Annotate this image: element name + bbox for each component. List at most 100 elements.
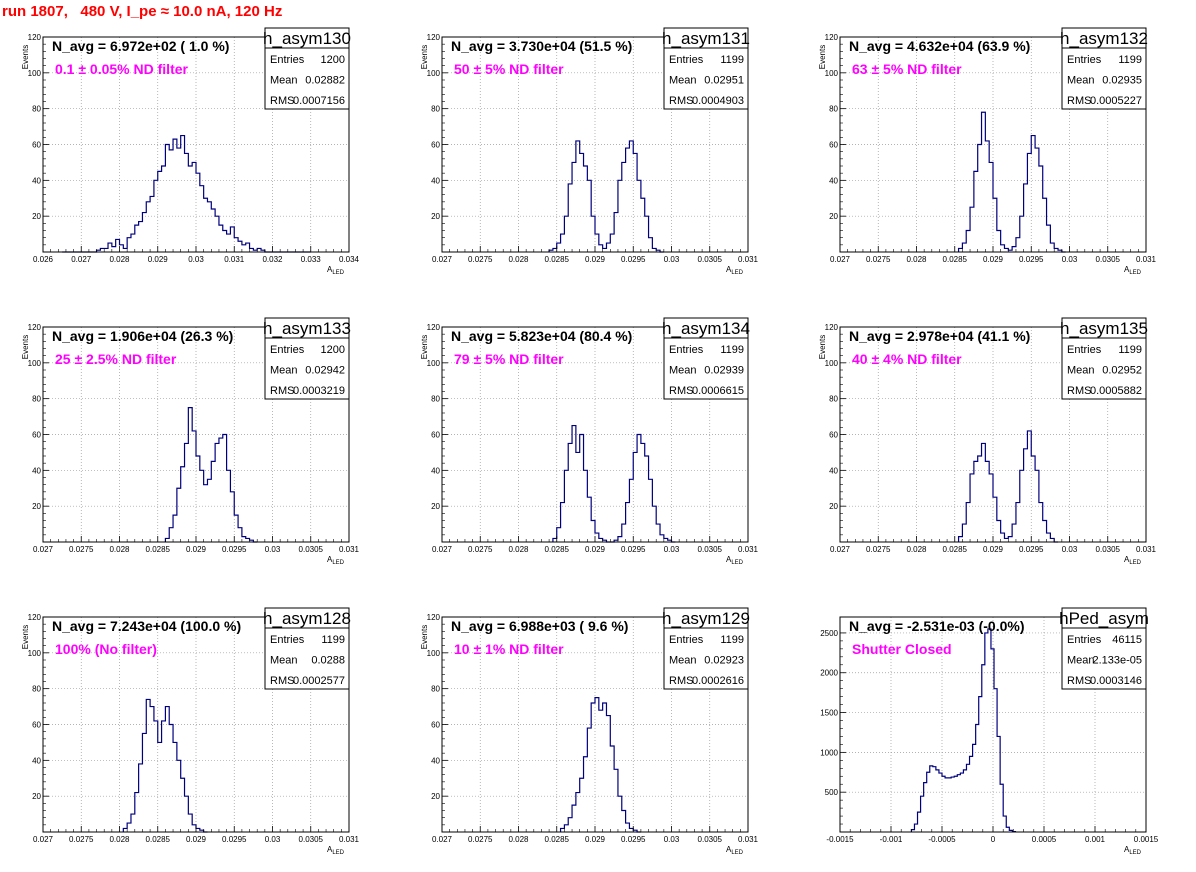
y-tick-label: 100: [825, 359, 839, 368]
stats-key: Mean: [669, 655, 697, 667]
stats-box: [264, 27, 350, 110]
x-tick-label: 0.027: [33, 835, 54, 844]
stats-value: 0.0003219: [293, 385, 345, 397]
x-tick-label: 0.033: [301, 255, 322, 264]
stats-key: Entries: [270, 54, 305, 66]
y-tick-label: 100: [28, 649, 42, 658]
x-tick-label: 0.026: [33, 255, 54, 264]
x-tick-label: 0.03: [664, 835, 680, 844]
y-tick-label: 60: [431, 431, 440, 440]
y-tick-label: 120: [28, 613, 42, 622]
stats-value: 0.0288: [311, 655, 345, 667]
y-tick-label: 60: [431, 141, 440, 150]
filter-label: 0.1 ± 0.05% ND filter: [55, 61, 189, 77]
histogram-panel-h_asym135: 0.027 0.0275 0.028 0.0285 0.029 0.0295 0.03 0.0…: [818, 317, 1157, 566]
y-tick-label: 60: [32, 431, 41, 440]
n-avg-label: N_avg = 5.823e+04 (80.4 %): [451, 328, 632, 344]
stats-key: Mean: [1067, 75, 1095, 87]
stats-histogram-name: h_asym132: [1060, 29, 1148, 48]
page-title: run 1807, 480 V, I_pe ≈ 10.0 nA, 120 Hz: [2, 3, 283, 20]
stats-key: RMS: [669, 95, 693, 107]
y-tick-label: 100: [28, 359, 42, 368]
stats-value: 0.0005227: [1090, 95, 1142, 107]
y-tick-label: 80: [32, 685, 41, 694]
stats-key: RMS: [270, 385, 294, 397]
y-tick-label: 100: [825, 69, 839, 78]
filter-label: 79 ± 5% ND filter: [454, 351, 564, 367]
x-axis-label: ALED: [1124, 845, 1142, 856]
histogram-panel-h_asym133: 0.027 0.0275 0.028 0.0285 0.029 0.0295 0.03 0.0…: [21, 317, 360, 566]
y-tick-label: 80: [32, 105, 41, 114]
x-tick-label: 0.0275: [468, 255, 493, 264]
x-axis-label: ALED: [327, 265, 345, 276]
stats-key: Entries: [669, 344, 704, 356]
y-tick-label: 40: [431, 756, 440, 765]
filter-label: 100% (No filter): [55, 641, 157, 657]
stats-histogram-name: hPed_asym: [1059, 609, 1149, 628]
histogram-line: [122, 698, 208, 833]
stats-value: 0.02939: [704, 365, 744, 377]
stats-key: Entries: [1067, 54, 1102, 66]
histogram-line: [957, 430, 1059, 543]
y-tick-label: 20: [431, 212, 440, 221]
y-tick-label: 20: [431, 792, 440, 801]
x-tick-label: 0.031: [738, 545, 759, 554]
y-axis-label: Events: [420, 335, 429, 359]
filter-label: 50 ± 5% ND filter: [454, 61, 564, 77]
stats-key: RMS: [1067, 95, 1091, 107]
y-tick-label: 40: [32, 756, 41, 765]
histogram-panel-h_asym128: 0.027 0.0275 0.028 0.0285 0.029 0.0295 0.03 0.0…: [21, 607, 360, 856]
stats-histogram-name: h_asym135: [1060, 319, 1148, 338]
x-tick-label: 0.031: [1136, 545, 1157, 554]
stats-box: [663, 317, 749, 400]
n-avg-label: N_avg = 4.632e+04 (63.9 %): [849, 38, 1030, 54]
y-tick-label: 100: [28, 69, 42, 78]
histogram-panel-h_asym134: 0.027 0.0275 0.028 0.0285 0.029 0.0295 0.03 0.0…: [420, 317, 759, 566]
histogram-panel-hPed_asym: -0.0015 -0.001 -0.0005 0 0.0005 0.001 0.0015 50…: [820, 607, 1159, 856]
stats-value: 0.0004903: [692, 95, 744, 107]
x-tick-label: 0.0275: [69, 835, 94, 844]
x-axis-label: ALED: [726, 555, 744, 566]
x-tick-label: 0.028: [508, 545, 529, 554]
n-avg-label: N_avg = 6.988e+03 ( 9.6 %): [451, 618, 628, 634]
x-tick-label: 0.031: [339, 835, 360, 844]
x-axis-label: ALED: [327, 845, 345, 856]
y-tick-label: 80: [431, 395, 440, 404]
x-tick-label: 0.028: [109, 255, 130, 264]
x-tick-label: 0.0305: [698, 835, 723, 844]
x-tick-label: 0.029: [983, 255, 1004, 264]
x-tick-label: 0.029: [186, 545, 207, 554]
stats-value: 0.02942: [305, 365, 345, 377]
x-tick-label: 0.028: [508, 835, 529, 844]
y-tick-label: 120: [825, 323, 839, 332]
stats-key: Mean: [669, 75, 697, 87]
x-tick-label: 0: [991, 835, 996, 844]
y-tick-label: 120: [427, 613, 441, 622]
x-tick-label: 0.0285: [146, 545, 171, 554]
histogram-line: [957, 111, 1066, 253]
stats-key: Entries: [1067, 344, 1102, 356]
stats-value: 1200: [321, 54, 345, 66]
stats-key: RMS: [270, 675, 294, 687]
y-tick-label: 20: [32, 792, 41, 801]
x-tick-label: 0.0295: [222, 545, 247, 554]
y-tick-label: 80: [829, 395, 838, 404]
x-tick-label: 0.027: [830, 545, 851, 554]
x-tick-label: 0.034: [339, 255, 360, 264]
histogram-panel-h_asym129: 0.027 0.0275 0.028 0.0285 0.029 0.0295 0.03 0.0…: [420, 607, 759, 856]
x-tick-label: 0.031: [738, 835, 759, 844]
filter-label: 40 ± 4% ND filter: [852, 351, 962, 367]
x-tick-label: 0.0285: [943, 255, 968, 264]
x-tick-label: 0.027: [432, 835, 453, 844]
stats-key: RMS: [669, 385, 693, 397]
histogram-line: [548, 140, 664, 253]
x-tick-label: 0.029: [983, 545, 1004, 554]
y-tick-label: 40: [829, 176, 838, 185]
y-tick-label: 120: [427, 323, 441, 332]
stats-box: [264, 317, 350, 400]
stats-key: Entries: [669, 54, 704, 66]
x-tick-label: 0.0005: [1032, 835, 1057, 844]
y-tick-label: 20: [32, 502, 41, 511]
stats-histogram-name: h_asym133: [263, 319, 351, 338]
